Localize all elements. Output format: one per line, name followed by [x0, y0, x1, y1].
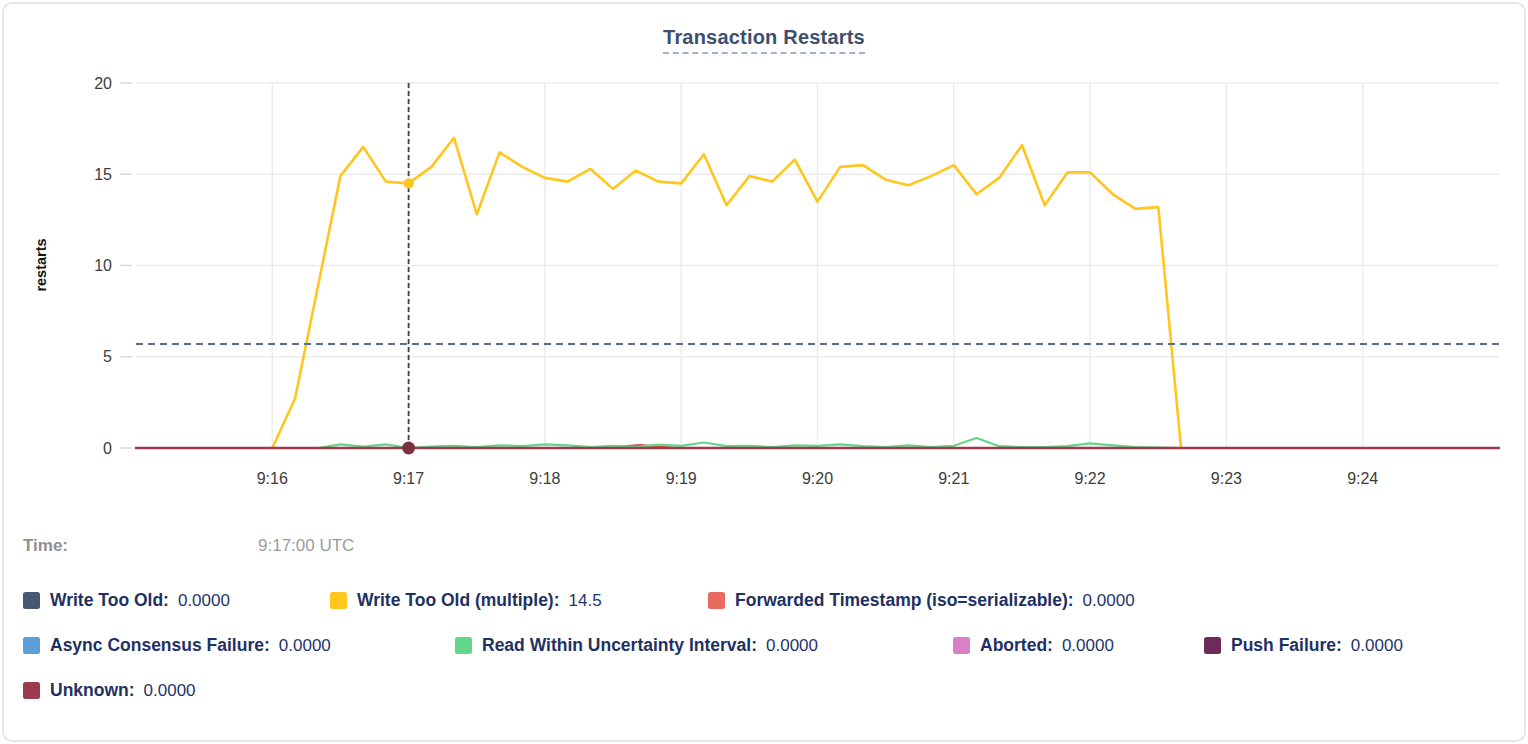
legend-swatch-push-failure: [1204, 637, 1221, 654]
y-tick-label: 5: [103, 348, 112, 365]
legend-value: 0.0000: [178, 591, 230, 611]
y-axis-title: restarts: [33, 238, 49, 291]
legend-item-read-within-uncertainty-interval: Read Within Uncertainty Interval: 0.0000: [455, 635, 818, 656]
legend-value: 0.0000: [144, 681, 196, 701]
legend-label: Write Too Old (multiple):: [357, 590, 560, 611]
legend-label: Write Too Old:: [50, 590, 169, 611]
y-tick-label: 15: [94, 166, 112, 183]
legend-swatch-read-within-uncertainty-interval: [455, 637, 472, 654]
legend-swatch-async-consensus-failure: [23, 637, 40, 654]
legend-value: 0.0000: [1351, 636, 1403, 656]
legend-value: 0.0000: [1083, 591, 1135, 611]
legend-value: 0.0000: [766, 636, 818, 656]
legend-item-push-failure: Push Failure: 0.0000: [1204, 635, 1403, 656]
legend-item-write-too-old: Write Too Old: 0.0000: [23, 590, 230, 611]
x-tick-label: 9:18: [529, 470, 560, 487]
legend-label: Aborted:: [980, 635, 1053, 656]
legend-swatch-aborted: [953, 637, 970, 654]
legend-label: Push Failure:: [1231, 635, 1342, 656]
chart-svg: 0 5 10 15 20 9:16 9:17 9:18 9:19 9:20 9:21 9:22 9:23…: [0, 60, 1528, 500]
legend-row-3: Unknown: 0.0000: [0, 680, 1528, 706]
y-tick-label: 20: [94, 75, 112, 92]
x-tick-label: 9:23: [1211, 470, 1242, 487]
y-tick-label: 0: [103, 440, 112, 457]
x-tick-label: 9:17: [393, 470, 424, 487]
chart-title[interactable]: Transaction Restarts: [663, 26, 865, 54]
legend-label: Read Within Uncertainty Interval:: [482, 635, 757, 656]
time-label: Time:: [23, 536, 68, 556]
legend-item-async-consensus-failure: Async Consensus Failure: 0.0000: [23, 635, 331, 656]
y-tick-label: 10: [94, 257, 112, 274]
legend-item-write-too-old-multiple: Write Too Old (multiple): 14.5: [330, 590, 602, 611]
legend-value: 14.5: [569, 591, 602, 611]
legend-label: Unknown:: [50, 680, 135, 701]
chart-plot-area[interactable]: [136, 83, 1499, 448]
legend-label: Forwarded Timestamp (iso=serializable):: [735, 590, 1074, 611]
x-tick-label: 9:22: [1075, 470, 1106, 487]
legend-value: 0.0000: [279, 636, 331, 656]
x-tick-label: 9:24: [1347, 470, 1378, 487]
x-tick-label: 9:19: [666, 470, 697, 487]
legend-swatch-forwarded-timestamp-iso-serializable: [708, 592, 725, 609]
legend-label: Async Consensus Failure:: [50, 635, 270, 656]
legend-swatch-unknown: [23, 682, 40, 699]
legend-value: 0.0000: [1062, 636, 1114, 656]
legend-row-2: Async Consensus Failure:0.0000Read Withi…: [0, 635, 1528, 661]
x-tick-label: 9:20: [802, 470, 833, 487]
x-tick-label: 9:16: [257, 470, 288, 487]
time-value: 9:17:00 UTC: [258, 536, 354, 556]
legend-row-1: Write Too Old: 0.0000 Write Too Old (multi…: [0, 590, 1528, 616]
legend-item-aborted: Aborted: 0.0000: [953, 635, 1114, 656]
legend-swatch-write-too-old: [23, 592, 40, 609]
legend-item-unknown: Unknown: 0.0000: [23, 680, 196, 701]
tooltip-time-row: Time: 9:17:00 UTC: [0, 536, 1528, 560]
x-tick-label: 9:21: [938, 470, 969, 487]
legend-item-forwarded-timestamp-iso-serializable: Forwarded Timestamp (iso=serializable): 0…: [708, 590, 1135, 611]
title-bar: Transaction Restarts: [0, 26, 1528, 54]
legend-swatch-write-too-old-multiple: [330, 592, 347, 609]
